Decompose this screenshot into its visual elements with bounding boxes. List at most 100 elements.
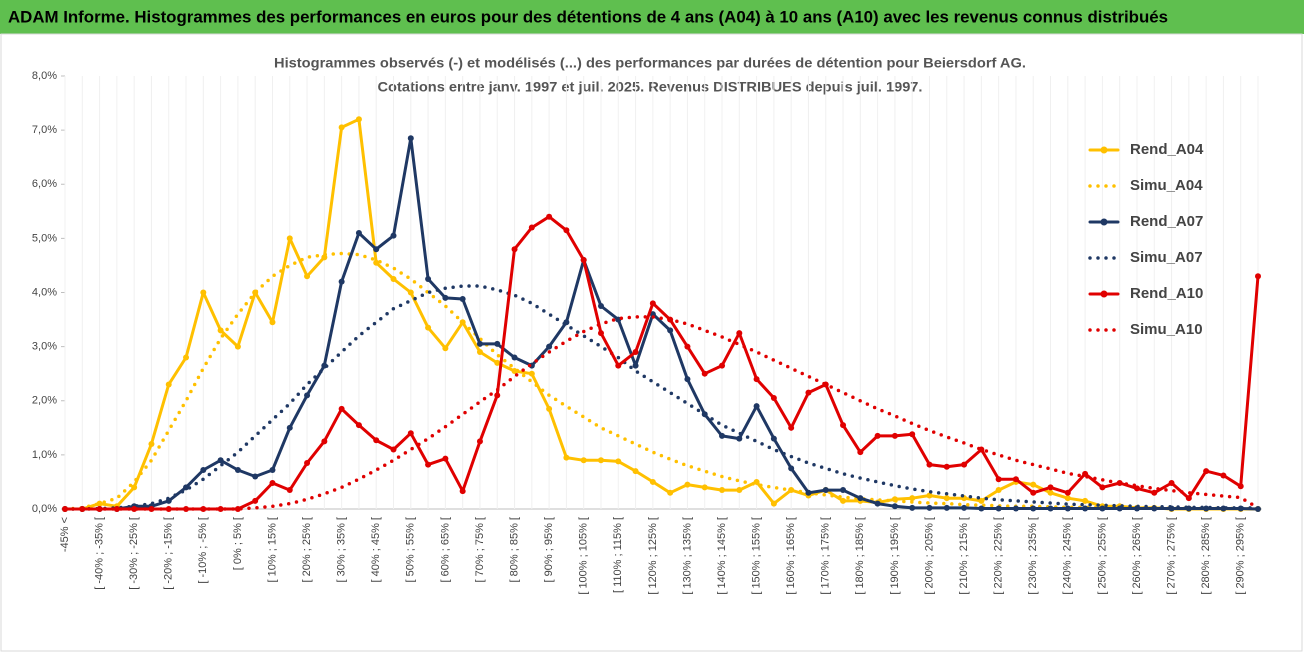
series-marker <box>390 275 397 282</box>
series-marker <box>995 487 1002 494</box>
series-marker <box>857 449 864 456</box>
legend-label: Rend_A04 <box>1130 141 1204 158</box>
series-marker <box>217 327 224 334</box>
series-marker <box>373 246 380 253</box>
x-tick-label: [ 90% ; 95% [ <box>543 517 555 582</box>
series-marker <box>338 278 345 285</box>
series-marker <box>684 376 691 383</box>
x-tick-label: [ -20% ; -15% [ <box>163 517 175 590</box>
x-tick-label: [ 130% ; 135% [ <box>681 517 693 595</box>
series-marker <box>995 505 1002 512</box>
series-marker <box>805 389 812 396</box>
series-marker <box>494 359 501 366</box>
series-marker <box>425 275 432 282</box>
series-marker <box>355 229 362 236</box>
x-tick-label: [ -10% ; -5% [ <box>197 517 209 584</box>
series-marker <box>1030 481 1037 488</box>
x-tick-label: [ 230% ; 235% [ <box>1027 517 1039 595</box>
series-marker <box>165 381 172 388</box>
series-marker <box>1099 484 1106 491</box>
series-marker <box>719 487 726 494</box>
series-marker <box>131 506 138 512</box>
series-marker <box>476 349 483 356</box>
series-marker <box>304 392 311 399</box>
series-marker <box>995 476 1002 483</box>
series-marker <box>494 340 501 347</box>
series-marker <box>719 362 726 369</box>
series-marker <box>1047 489 1054 496</box>
series-marker <box>891 503 898 510</box>
series-marker <box>183 354 190 361</box>
series-marker <box>1255 273 1261 280</box>
y-tick-label: 6,0% <box>32 178 57 190</box>
series-marker <box>632 349 639 356</box>
y-tick-label: 4,0% <box>32 286 57 298</box>
series-marker <box>1203 505 1210 512</box>
series-line <box>63 284 1260 511</box>
series-marker <box>1064 505 1071 512</box>
series-marker <box>1030 489 1037 496</box>
x-tick-label: -45% < <box>59 517 71 552</box>
series-marker <box>1220 472 1227 479</box>
series-marker <box>528 224 535 231</box>
series-marker <box>286 424 293 431</box>
legend-label: Rend_A07 <box>1130 213 1203 230</box>
x-tick-label: [ 30% ; 35% [ <box>336 517 348 582</box>
y-tick-label: 1,0% <box>32 449 57 461</box>
series-marker <box>338 124 345 131</box>
x-tick-label: [ 270% ; 275% [ <box>1165 517 1177 595</box>
x-tick-label: [ 140% ; 145% [ <box>716 517 728 595</box>
series-marker <box>632 468 639 475</box>
chart-subtitle: Cotations entre janv. 1997 et juil. 2025… <box>378 79 923 95</box>
series-marker <box>580 457 587 464</box>
series-line <box>63 315 1260 511</box>
series-marker <box>1203 468 1210 475</box>
series-marker <box>269 480 276 487</box>
series-marker <box>1168 480 1175 487</box>
series-marker <box>736 330 743 337</box>
series-marker <box>597 457 604 464</box>
series-marker <box>200 289 207 296</box>
series-marker <box>943 504 950 511</box>
legend-marker <box>1100 146 1108 154</box>
series-marker <box>615 458 622 465</box>
series-marker <box>1030 505 1037 512</box>
series-marker <box>494 392 501 399</box>
series-marker <box>1064 495 1071 502</box>
series-marker <box>615 362 622 369</box>
legend-label: Simu_A04 <box>1130 177 1203 194</box>
x-tick-label: [ 180% ; 185% [ <box>854 517 866 595</box>
series-marker <box>736 435 743 442</box>
series-marker <box>286 487 293 494</box>
y-tick-label: 7,0% <box>32 124 57 136</box>
series-marker <box>770 395 777 402</box>
y-tick-label: 0,0% <box>32 503 57 515</box>
series-marker <box>407 430 414 437</box>
series-marker <box>1012 505 1019 512</box>
series-marker <box>355 116 362 123</box>
x-tick-label: [ 250% ; 255% [ <box>1096 517 1108 595</box>
series-marker <box>148 441 155 448</box>
series-marker <box>131 484 138 491</box>
x-tick-label: [ 240% ; 245% [ <box>1062 517 1074 595</box>
series-marker <box>563 454 570 461</box>
x-tick-label: [ 10% ; 15% [ <box>266 517 278 582</box>
series-marker <box>1012 476 1019 483</box>
series-marker <box>252 473 259 480</box>
series-marker <box>252 497 259 504</box>
series-marker <box>701 370 708 377</box>
series-marker <box>476 340 483 347</box>
x-tick-label: [ 170% ; 175% [ <box>820 517 832 595</box>
chart-frame <box>0 33 1303 652</box>
series-marker <box>1133 485 1140 492</box>
series-marker <box>909 504 916 511</box>
header-title: ADAM Informe. Histogrammes des performan… <box>8 7 1168 26</box>
series-marker <box>425 324 432 331</box>
series-marker <box>1255 506 1261 512</box>
x-tick-label: [ 190% ; 195% [ <box>889 517 901 595</box>
series-marker <box>1185 495 1192 502</box>
series-marker <box>753 403 760 410</box>
series-marker <box>667 489 674 496</box>
series-marker <box>788 465 795 472</box>
